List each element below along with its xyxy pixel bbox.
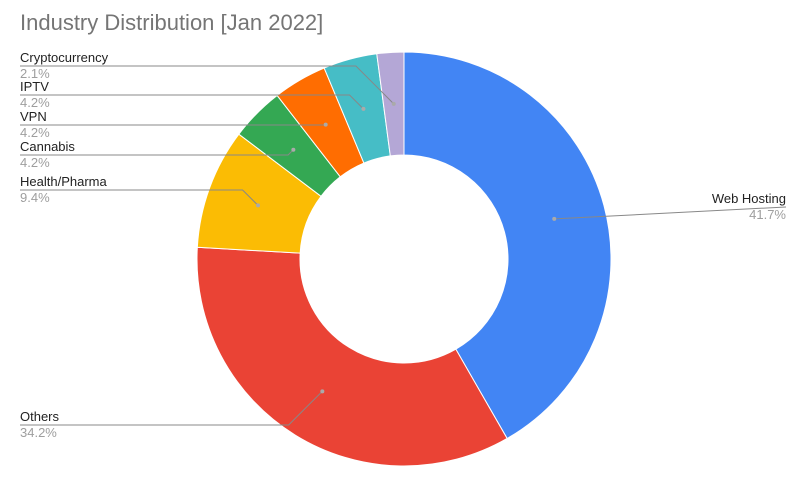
slice-label: IPTV	[20, 79, 49, 94]
leader-line	[20, 94, 364, 110]
slice-value-label: 2.1%	[20, 66, 50, 81]
leader-line	[554, 206, 787, 220]
slice-label: Others	[20, 409, 60, 424]
slice-value-label: 4.2%	[20, 125, 50, 140]
leader-dot	[361, 106, 366, 111]
slice-value-label: 34.2%	[20, 425, 57, 440]
leader-dot	[256, 203, 261, 208]
slice-label: Health/Pharma	[20, 174, 107, 189]
leader-line	[20, 149, 294, 156]
chart-title: Industry Distribution [Jan 2022]	[20, 10, 323, 35]
slice-label: Web Hosting	[712, 191, 786, 206]
slice	[376, 51, 405, 157]
leader-dot	[391, 101, 396, 106]
leader-line	[20, 65, 395, 105]
slice-value-label: 41.7%	[749, 207, 786, 222]
leader-dot	[291, 147, 296, 152]
slice-label: Cryptocurrency	[20, 50, 109, 65]
leader-line	[20, 189, 259, 206]
leader-line	[20, 390, 323, 426]
leader-dot	[320, 389, 325, 394]
slice-label: VPN	[20, 109, 47, 124]
slice	[403, 51, 612, 440]
slice-value-label: 9.4%	[20, 190, 50, 205]
slice-label: Cannabis	[20, 139, 75, 154]
leader-dot	[323, 122, 328, 127]
leader-dot	[552, 216, 557, 221]
slice-value-label: 4.2%	[20, 155, 50, 170]
slice-value-label: 4.2%	[20, 95, 50, 110]
slice	[196, 246, 508, 467]
